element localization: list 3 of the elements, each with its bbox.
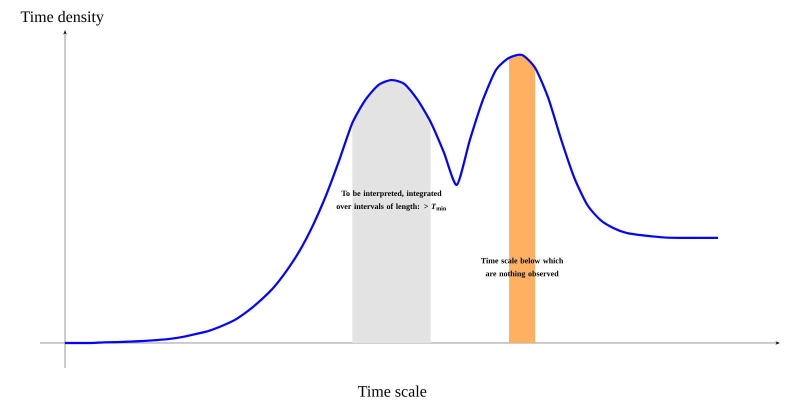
annotation: To be interpreted, integrated over intervals of length: > T$_{min}$ bbox=[336, 190, 446, 211]
y-axis-title: Time density bbox=[20, 10, 104, 26]
x-axis-title: Time scale bbox=[358, 385, 426, 397]
